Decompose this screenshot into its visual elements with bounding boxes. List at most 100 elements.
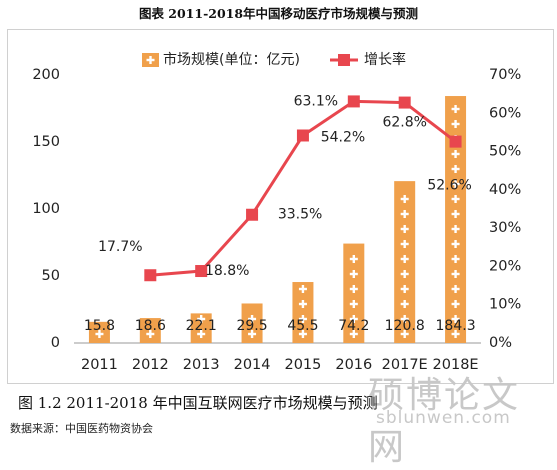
bar-plus-v [352,285,356,293]
bar-plus-v [250,315,254,323]
bar-plus-v [454,225,457,233]
growth-marker [144,269,157,282]
bar-plus-v [352,300,356,308]
bar-plus-v [454,270,457,278]
bar-plus-v [454,165,457,173]
bar-plus-v [352,255,356,263]
bar-plus-v [199,330,203,338]
bar-plus-v [454,255,457,263]
y2-tick-label: 20% [489,258,521,274]
y2-tick-label: 30% [489,220,521,236]
bar-plus-v [352,315,356,323]
growth-marker [246,208,259,221]
bar-pattern [298,285,307,338]
legend-bar-swatch-plus-v [149,56,152,64]
growth-marker [195,265,208,278]
growth-label: 33.5% [278,207,322,223]
bar-plus-v [149,330,152,338]
growth-label: 52.6% [427,178,471,194]
growth-label: 17.7% [98,239,142,255]
bar-plus-v [403,300,406,308]
x-tick-label: 2012 [132,357,169,373]
y2-tick-label: 40% [489,182,521,198]
growth-marker [449,135,462,148]
y2-tick-label: 70% [489,67,521,83]
y2-tick-label: 50% [489,144,521,160]
bar-plus-v [403,225,406,233]
figure-caption: 图 1.2 2011-2018 年中国互联网医疗市场规模与预测 [18,394,378,412]
bar-plus-v [403,255,406,263]
bar-plus-v [403,330,406,338]
bar-pattern [95,330,104,338]
y-tick-label: 50 [42,268,60,284]
watermark-url: sblunwen.com [376,408,511,428]
page-title: 图表 2011-2018年中国移动医疗市场规模与预测 [138,6,419,21]
bar-pattern [197,315,206,338]
bar-plus-v [199,315,203,323]
bar-value-label: 45.5 [287,318,318,334]
y2-tick-label: 10% [489,297,521,313]
bar-plus-v [454,105,457,113]
growth-chart: 0 50 100 150 200 0% 10% 20% 30% 40% 50% 60% 70% 2011 2… [32,51,521,373]
bar [241,303,263,343]
bar-value-label: 120.8 [385,318,425,334]
bar-plus-v [352,270,356,278]
chart-frame [7,29,554,384]
growth-marker [398,96,411,109]
bar-value-label: 184.3 [436,318,476,334]
y-tick-label: 100 [32,201,60,217]
bar-plus-v [301,330,305,338]
bar-value-label: 15.8 [84,318,115,334]
x-tick-label: 2016 [335,357,372,373]
bar [343,243,365,343]
x-tick-label: 2013 [183,357,220,373]
bar-plus-v [301,285,305,293]
bar-plus-v [454,195,457,203]
growth-label: 54.2% [321,129,365,145]
bar [190,313,212,343]
growth-marker [296,129,309,142]
growth-label: 18.8% [205,263,249,279]
x-tick-label: 2015 [284,357,321,373]
y2-tick-label: 0% [489,335,512,351]
bar-pattern [400,195,409,338]
bar-plus-v [403,240,406,248]
y-tick-label: 200 [32,67,60,83]
bar-plus-v [352,330,356,338]
bar-plus-v [454,210,457,218]
bar-plus-v [403,195,406,203]
bar-value-label: 74.2 [338,318,369,334]
bar-plus-v [454,300,457,308]
bar-plus-v [454,150,457,158]
growth-label: 62.8% [382,115,426,131]
legend-line-marker [338,54,350,66]
growth-marker [347,95,360,108]
bar-plus-v [403,270,406,278]
bar-plus-v [403,285,406,293]
bar-plus-v [454,285,457,293]
growth-label: 63.1% [294,93,338,109]
bar-plus-v [403,315,406,323]
bar-pattern [349,255,358,338]
bar-pattern [146,330,155,338]
bar-plus-v [250,330,254,338]
bar-plus-v [403,210,406,218]
bar-plus-v [454,120,457,128]
bar-value-label: 18.6 [135,318,166,334]
x-tick-label: 2017E [382,357,428,373]
bar-plus-v [454,315,457,323]
y-tick-label: 150 [32,134,60,150]
data-source: 数据来源：中国医药物资协会 [10,422,153,435]
bar-plus-v [454,330,457,338]
bar-pattern [248,315,257,338]
legend-label-bars: 市场规模(单位：亿元) [163,51,300,68]
bar-plus-v [301,300,305,308]
y2-tick-label: 60% [489,105,521,121]
bar-plus-v [454,180,457,188]
bar-plus-v [98,330,101,338]
x-tick-label: 2014 [234,357,271,373]
bar-value-label: 29.5 [236,318,267,334]
bar [445,96,467,344]
legend-label-line: 增长率 [364,51,406,68]
bar-plus-v [301,315,305,323]
